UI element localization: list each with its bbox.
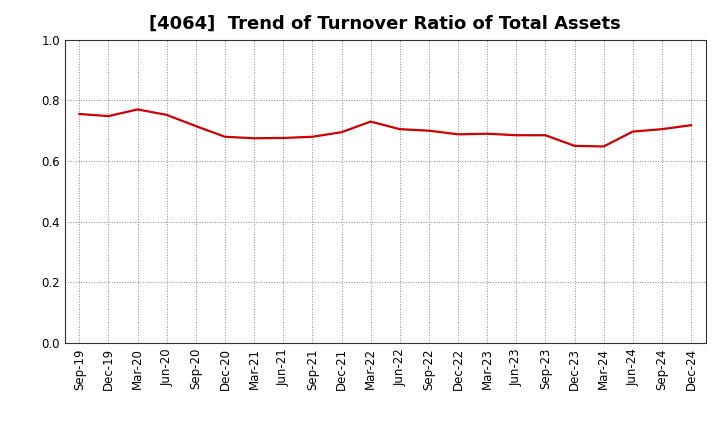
Title: [4064]  Trend of Turnover Ratio of Total Assets: [4064] Trend of Turnover Ratio of Total … [149, 15, 621, 33]
